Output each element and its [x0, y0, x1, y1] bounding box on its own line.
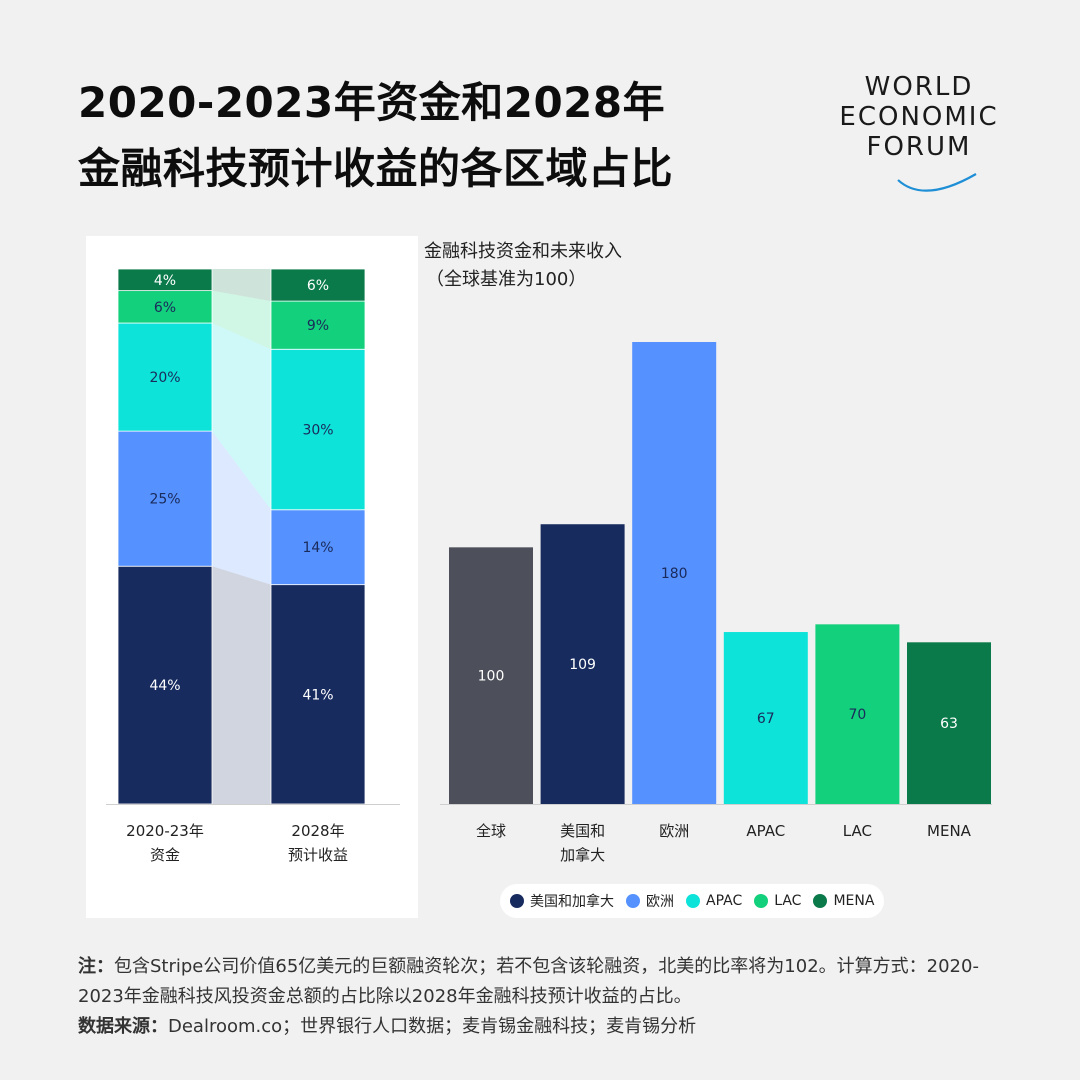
legend-label: APAC	[706, 893, 743, 909]
legend-label: 美国和加拿大	[530, 894, 614, 910]
index-value-label: 109	[569, 657, 596, 673]
share-value-label: 9%	[307, 318, 329, 334]
share-connector	[212, 431, 271, 585]
share-segment	[270, 509, 366, 586]
index-category-label: 加拿大	[560, 846, 605, 864]
share-value-label: 14%	[302, 540, 333, 556]
legend-item: 美国和加拿大	[510, 891, 614, 911]
note-label: 注：	[78, 956, 114, 977]
index-category-label: MENA	[927, 822, 972, 840]
share-segment	[117, 322, 213, 432]
index-category-label: 全球	[476, 822, 506, 840]
legend-label: LAC	[774, 893, 802, 909]
logo-text-forum: FORUM	[866, 132, 972, 162]
legend-item: LAC	[754, 893, 801, 909]
index-category-label: LAC	[843, 822, 872, 840]
legend-swatch	[686, 894, 700, 908]
share-stacked-chart: 44% 41% 25% 14% 20% 30% 6% 9% 4% 6% 2020-23年资金 2028…	[106, 268, 400, 864]
page-title: 2020-2023年资金和2028年 金融科技预计收益的各区域占比	[78, 70, 673, 202]
legend-swatch	[754, 894, 769, 908]
share-value-label: 20%	[149, 370, 180, 386]
index-value-label: 67	[757, 711, 775, 727]
share-category-label: 2028年	[291, 822, 344, 840]
share-connector	[212, 323, 271, 510]
index-chart-subtitle: （全球基准为100）	[426, 269, 587, 290]
logo-swoosh-icon	[897, 173, 977, 192]
share-segment	[270, 300, 366, 350]
index-bar	[632, 342, 717, 804]
share-category-label: 2020-23年	[126, 822, 204, 840]
share-segment	[117, 268, 213, 292]
index-value-label: 180	[661, 566, 688, 582]
index-category-label: 欧洲	[659, 822, 689, 840]
share-segment	[117, 290, 213, 324]
logo-text-economic: ECONOMIC	[839, 102, 999, 132]
share-segment	[270, 348, 366, 511]
share-value-label: 44%	[149, 678, 180, 694]
share-value-label: 25%	[149, 492, 180, 508]
share-segment	[270, 268, 366, 302]
source-text: Dealroom.co；世界银行人口数据；麦肯锡金融科技；麦肯锡分析	[168, 1016, 697, 1037]
index-bar	[723, 632, 808, 804]
source-label: 数据来源：	[78, 1016, 168, 1037]
index-value-label: 63	[940, 716, 958, 732]
index-category-label: 美国和	[560, 822, 605, 840]
index-bar	[449, 547, 533, 804]
index-bar	[907, 642, 991, 804]
share-connector	[212, 269, 271, 302]
index-chart-title: 金融科技资金和未来收入	[424, 241, 622, 262]
legend-swatch	[510, 894, 524, 908]
share-value-label: 41%	[302, 687, 333, 703]
index-bar	[815, 624, 900, 804]
title-line-1: 2020-2023年资金和2028年	[78, 78, 666, 127]
title-line-2: 金融科技预计收益的各区域占比	[78, 144, 674, 193]
index-value-label: 70	[848, 707, 866, 723]
index-chart-heading: 金融科技资金和未来收入 （全球基准为100）	[424, 238, 622, 294]
share-value-label: 4%	[154, 273, 176, 289]
share-value-label: 30%	[302, 423, 333, 439]
share-category-label: 资金	[150, 846, 180, 864]
legend-item: APAC	[686, 893, 742, 909]
note-text: 包含Stripe公司价值65亿美元的巨额融资轮次；若不包含该轮融资，北美的比率将…	[78, 956, 979, 1007]
share-connector	[212, 566, 271, 804]
footnote: 注：包含Stripe公司价值65亿美元的巨额融资轮次；若不包含该轮融资，北美的比…	[78, 952, 1008, 1042]
logo-text-world: WORLD	[864, 72, 974, 102]
wef-logo: WORLD ECONOMIC FORUM	[824, 72, 1014, 192]
share-segment	[117, 430, 213, 567]
index-category-label: APAC	[746, 822, 785, 840]
share-chart-panel: 44% 41% 25% 14% 20% 30% 6% 9% 4% 6% 2020-23年 资金 2028…	[86, 236, 418, 918]
share-value-label: 6%	[154, 300, 176, 316]
share-category-label: 预计收益	[288, 846, 348, 864]
legend-swatch	[813, 894, 828, 908]
legend-item: MENA	[813, 893, 874, 909]
share-segment	[270, 584, 366, 805]
index-value-label: 100	[478, 669, 505, 685]
legend-label: 欧洲	[646, 894, 674, 910]
legend-swatch	[626, 894, 640, 908]
chart-legend: 美国和加拿大 欧洲 APAC LAC MENA	[500, 884, 885, 918]
index-bar	[540, 524, 625, 804]
legend-label: MENA	[833, 893, 875, 909]
share-value-label: 6%	[307, 278, 329, 294]
share-connector	[212, 290, 271, 350]
legend-item: 欧洲	[626, 891, 674, 911]
